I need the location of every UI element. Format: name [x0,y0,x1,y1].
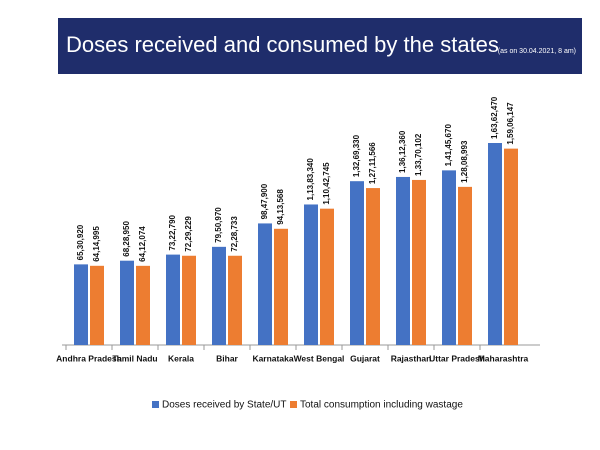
chart-subtitle: (as on 30.04.2021, 8 am) [498,48,576,55]
title-band [58,18,582,74]
value-label: 72,29,229 [184,216,193,252]
value-label: 1,33,70,102 [414,133,423,176]
value-label: 65,30,920 [76,224,85,260]
bar [182,255,196,345]
value-label: 64,12,074 [138,226,147,262]
x-tick-label: Rajasthan [391,353,432,363]
legend-swatch [290,401,297,408]
x-tick-label: West Bengal [294,353,345,363]
bar [120,260,134,345]
value-label: 1,27,11,566 [368,142,377,184]
bar [488,143,502,345]
legend-swatch [152,401,159,408]
bar [166,254,180,345]
bar [350,181,364,345]
x-tick-label: Uttar Pradesh [429,353,485,363]
bar [212,246,226,345]
value-label: 73,22,790 [168,214,177,250]
value-label: 1,28,08,993 [460,140,469,183]
bar [74,264,88,345]
bar [442,170,456,345]
x-tick-label: Kerala [168,353,194,363]
bar [412,179,426,345]
x-tick-label: Maharashtra [478,353,529,363]
value-label: 72,28,733 [230,216,239,252]
bar [320,208,334,345]
chart-title: Doses received and consumed by the state… [66,32,499,57]
x-tick-label: Bihar [216,353,238,363]
value-label: 1,13,83,340 [306,158,315,201]
value-label: 1,41,45,670 [444,124,453,167]
value-label: 98,47,900 [260,183,269,219]
bar [228,255,242,345]
bar [396,176,410,345]
value-label: 1,59,06,147 [506,102,515,145]
bar [458,186,472,345]
bar [258,223,272,345]
value-label: 68,28,950 [122,221,131,257]
bar [136,265,150,345]
bar [90,265,104,345]
bar [304,204,318,345]
x-tick-label: Karnataka [252,353,293,363]
value-label: 1,32,69,330 [352,134,361,177]
value-label: 1,36,12,360 [398,130,407,173]
legend-label: Doses received by State/UT [162,400,287,411]
value-label: 64,14,995 [92,226,101,262]
value-label: 94,13,568 [276,189,285,225]
bar [366,188,380,345]
value-label: 1,10,42,745 [322,162,331,205]
x-tick-label: Tamil Nadu [112,353,157,363]
bar [274,228,288,345]
bar [504,148,518,345]
value-label: 79,50,970 [214,207,223,243]
x-tick-label: Gujarat [350,353,380,363]
legend-label: Total consumption including wastage [300,400,463,411]
x-tick-label: Andhra Pradesh [56,353,122,363]
value-label: 1,63,62,470 [490,96,499,139]
